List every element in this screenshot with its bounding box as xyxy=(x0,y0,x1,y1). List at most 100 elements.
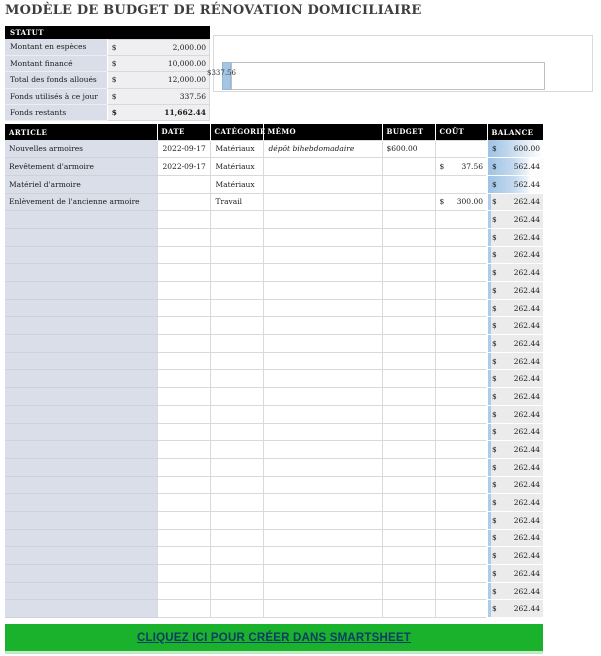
cell-balance: $262.44 xyxy=(486,246,543,265)
cell-cout xyxy=(434,546,488,565)
cell-memo xyxy=(262,422,383,442)
cell-categorie xyxy=(209,387,264,406)
amount: 262.44 xyxy=(513,515,540,525)
cell-categorie: Travail xyxy=(209,192,264,212)
currency-symbol: $ xyxy=(492,551,497,561)
amount: 262.44 xyxy=(513,551,540,561)
cell-categorie xyxy=(209,528,264,548)
amount: 262.44 xyxy=(513,285,540,295)
amount: 262.44 xyxy=(513,445,540,455)
cell-budget xyxy=(381,263,436,282)
amount: 262.44 xyxy=(513,250,540,260)
amount: 562.44 xyxy=(513,179,540,189)
cell-budget xyxy=(381,334,436,353)
cell-budget xyxy=(381,369,436,389)
cell-categorie xyxy=(209,281,264,300)
currency-symbol: $ xyxy=(492,197,497,207)
cell-budget xyxy=(381,599,436,619)
cell-balance: $262.44 xyxy=(486,316,543,336)
expense-row: $262.44 xyxy=(5,245,543,265)
cell-memo: dépôt bihebdomadaire xyxy=(262,139,383,159)
statut-row: Montant financé $10,000.00 xyxy=(5,54,211,73)
cell-date xyxy=(156,369,211,389)
cell-balance: $262.44 xyxy=(486,529,543,548)
currency-symbol: $ xyxy=(492,533,497,543)
cell-budget xyxy=(381,210,436,229)
cell-date: 2022-09-17 xyxy=(156,157,211,176)
statut-row: Fonds utilisés à ce jour $337.56 xyxy=(5,87,211,106)
cell-article xyxy=(5,246,157,265)
cell-article xyxy=(5,511,157,530)
cell-cout xyxy=(434,174,488,194)
cell-budget xyxy=(381,528,436,548)
amount: 262.44 xyxy=(513,586,540,596)
cell-memo xyxy=(262,281,383,300)
statut-label: Montant financé xyxy=(5,55,108,73)
cell-balance: $262.44 xyxy=(486,564,543,583)
cell-cout xyxy=(434,599,488,619)
cell-budget xyxy=(381,281,436,300)
currency-symbol: $ xyxy=(492,250,497,260)
cell-date xyxy=(156,263,211,282)
column-header-memo: MÉMO xyxy=(262,124,382,140)
amount: 2,000.00 xyxy=(172,42,206,52)
statut-value: $10,000.00 xyxy=(106,54,211,73)
cell-article xyxy=(5,564,157,583)
cell-cout xyxy=(434,210,488,229)
expense-row: $262.44 xyxy=(5,334,543,353)
expense-row: Nouvelles armoires 2022-09-17 Matériaux dép… xyxy=(5,139,543,159)
cell-article xyxy=(5,405,157,424)
amount: 37.56 xyxy=(461,162,483,172)
cell-date xyxy=(156,422,211,442)
cell-memo xyxy=(262,210,383,229)
cell-cout xyxy=(434,510,488,530)
cell-budget xyxy=(381,510,436,530)
expense-row: $262.44 xyxy=(5,227,543,247)
statut-value: $12,000.00 xyxy=(106,71,211,89)
currency-symbol: $ xyxy=(111,59,117,69)
cell-date xyxy=(156,245,211,265)
cell-article: Revêtement d'armoire xyxy=(5,157,157,176)
cell-date xyxy=(156,546,211,565)
cell-article xyxy=(5,352,157,371)
cell-budget xyxy=(381,404,436,424)
cell-date xyxy=(156,599,211,619)
cell-balance: $262.44 xyxy=(486,440,543,459)
expense-row: $262.44 xyxy=(5,493,543,512)
column-header-cout: COÛT xyxy=(434,124,487,140)
cell-budget xyxy=(381,227,436,247)
cell-date xyxy=(156,457,211,477)
cell-article xyxy=(5,582,157,601)
cell-balance: $562.44 xyxy=(486,175,543,194)
create-in-smartsheet-button[interactable]: CLIQUEZ ICI POUR CRÉER DANS SMARTSHEET xyxy=(5,624,543,651)
cell-categorie xyxy=(209,404,264,424)
currency-symbol: $ xyxy=(492,498,497,508)
expense-row: $262.44 xyxy=(5,564,543,583)
cell-date xyxy=(156,475,211,495)
cell-cout xyxy=(434,369,488,389)
expense-table-wrapper: ARTICLE DATE CATÉGORIE MÉMO BUDGET COÛT … xyxy=(5,124,543,619)
cell-cout xyxy=(434,351,488,371)
currency-symbol: $ xyxy=(492,338,497,348)
cell-cout xyxy=(434,316,488,336)
cell-budget xyxy=(381,422,436,442)
amount: 262.44 xyxy=(513,568,540,578)
amount: 262.44 xyxy=(513,427,540,437)
cell-memo xyxy=(262,457,383,477)
expense-row: Enlèvement de l'ancienne armoire Travail $… xyxy=(5,192,543,212)
currency-symbol: $ xyxy=(111,108,117,118)
cell-article xyxy=(5,529,157,548)
cell-categorie xyxy=(209,422,264,442)
cell-memo xyxy=(262,174,383,194)
currency-symbol: $ xyxy=(492,321,497,331)
cell-categorie xyxy=(209,263,264,282)
currency-symbol: $ xyxy=(492,162,497,172)
currency-symbol: $ xyxy=(492,568,497,578)
cell-cout: $300.00 xyxy=(434,192,488,212)
cell-date xyxy=(156,298,211,318)
amount: 337.56 xyxy=(179,91,206,101)
expense-row: $262.44 xyxy=(5,599,543,619)
cell-categorie xyxy=(209,369,264,389)
cell-balance: $262.44 xyxy=(486,193,543,212)
statut-value: $2,000.00 xyxy=(106,38,211,56)
